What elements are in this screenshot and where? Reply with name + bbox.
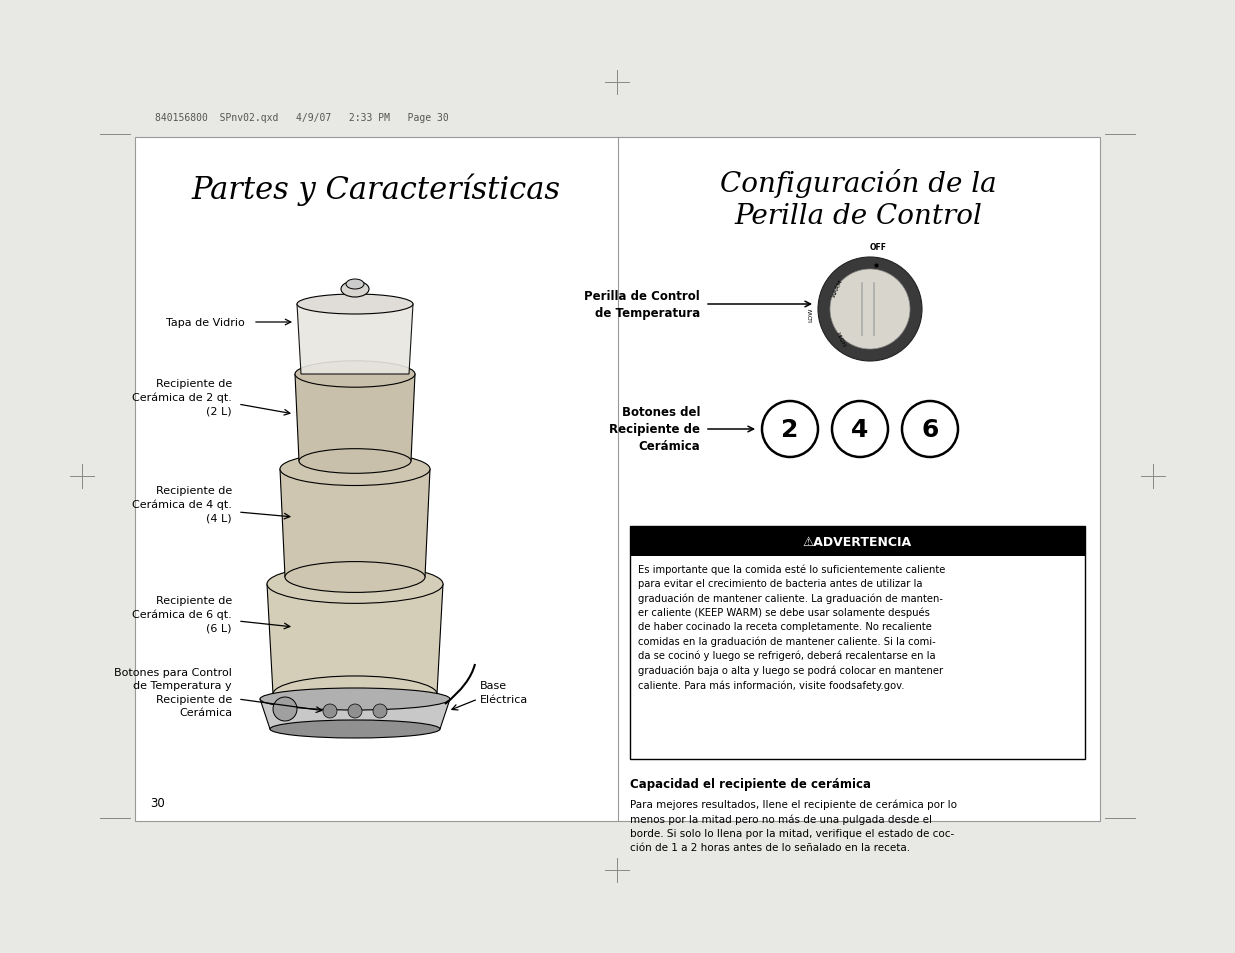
Text: 4: 4 xyxy=(851,417,868,441)
Text: Tapa de Vidrio: Tapa de Vidrio xyxy=(167,317,245,328)
Text: Botones para Control
de Temperatura y
Recipiente de
Cerámica: Botones para Control de Temperatura y Re… xyxy=(114,667,232,717)
Text: Botones del
Recipiente de
Cerámica: Botones del Recipiente de Cerámica xyxy=(609,406,700,453)
Polygon shape xyxy=(295,375,415,461)
Text: Recipiente de
Cerámica de 6 qt.
(6 L): Recipiente de Cerámica de 6 qt. (6 L) xyxy=(132,596,232,633)
Ellipse shape xyxy=(346,280,364,290)
Circle shape xyxy=(902,401,958,457)
Polygon shape xyxy=(261,700,450,729)
Circle shape xyxy=(324,704,337,719)
Text: Perilla de Control
de Temperatura: Perilla de Control de Temperatura xyxy=(584,290,700,319)
Bar xyxy=(630,526,1086,557)
Text: Configuración de la: Configuración de la xyxy=(720,169,997,197)
Circle shape xyxy=(273,698,296,721)
Circle shape xyxy=(832,401,888,457)
Ellipse shape xyxy=(261,688,450,710)
Text: Recipiente de
Cerámica de 2 qt.
(2 L): Recipiente de Cerámica de 2 qt. (2 L) xyxy=(132,379,232,416)
Text: HIGH: HIGH xyxy=(835,332,846,348)
Ellipse shape xyxy=(299,449,411,474)
Polygon shape xyxy=(267,584,443,695)
Circle shape xyxy=(830,270,910,350)
Ellipse shape xyxy=(285,562,425,593)
Circle shape xyxy=(348,704,362,719)
Text: Base
Eléctrica: Base Eléctrica xyxy=(480,680,529,704)
Ellipse shape xyxy=(267,565,443,604)
Text: Partes y Características: Partes y Características xyxy=(191,173,561,206)
Text: 840156800  SPnv02.qxd   4/9/07   2:33 PM   Page 30: 840156800 SPnv02.qxd 4/9/07 2:33 PM Page… xyxy=(156,112,448,123)
Text: Recipiente de
Cerámica de 4 qt.
(4 L): Recipiente de Cerámica de 4 qt. (4 L) xyxy=(132,486,232,523)
Ellipse shape xyxy=(295,361,415,388)
Text: 2: 2 xyxy=(782,417,799,441)
Text: Para mejores resultados, llene el recipiente de cerámica por lo
menos por la mit: Para mejores resultados, llene el recipi… xyxy=(630,800,956,852)
Text: OFF: OFF xyxy=(869,243,887,252)
Bar xyxy=(630,526,1086,760)
Circle shape xyxy=(373,704,387,719)
Text: 30: 30 xyxy=(149,797,164,810)
Ellipse shape xyxy=(341,282,369,297)
Text: WARM: WARM xyxy=(831,277,845,297)
Ellipse shape xyxy=(273,677,437,712)
Text: LOW: LOW xyxy=(808,308,813,322)
Ellipse shape xyxy=(296,294,412,314)
Text: Perilla de Control: Perilla de Control xyxy=(735,202,983,230)
Text: ⚠ADVERTENCIA: ⚠ADVERTENCIA xyxy=(803,535,911,548)
Ellipse shape xyxy=(280,453,430,486)
Text: Es importante que la comida esté lo suficientemente caliente
para evitar el crec: Es importante que la comida esté lo sufi… xyxy=(637,564,945,690)
Circle shape xyxy=(762,401,818,457)
Polygon shape xyxy=(296,305,412,375)
Ellipse shape xyxy=(270,720,440,739)
Circle shape xyxy=(818,257,923,361)
Polygon shape xyxy=(280,470,430,578)
Text: 6: 6 xyxy=(921,417,939,441)
Bar xyxy=(135,138,1100,821)
Text: Capacidad el recipiente de cerámica: Capacidad el recipiente de cerámica xyxy=(630,778,871,790)
